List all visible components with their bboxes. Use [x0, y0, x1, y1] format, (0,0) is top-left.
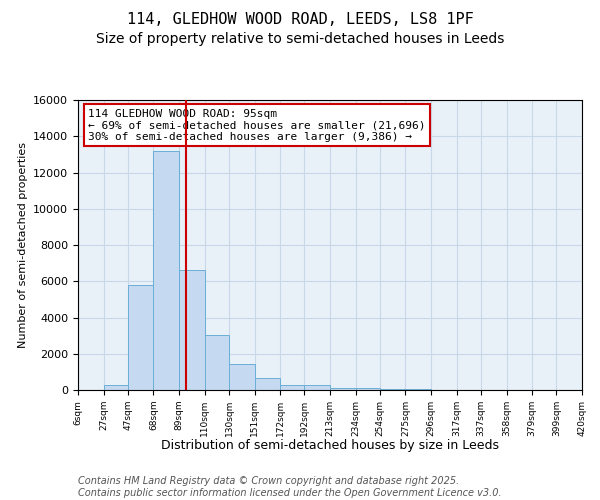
Text: 114 GLEDHOW WOOD ROAD: 95sqm
← 69% of semi-detached houses are smaller (21,696)
: 114 GLEDHOW WOOD ROAD: 95sqm ← 69% of se… — [88, 108, 425, 142]
Bar — [356, 388, 380, 390]
X-axis label: Distribution of semi-detached houses by size in Leeds: Distribution of semi-detached houses by … — [161, 439, 499, 452]
Text: 114, GLEDHOW WOOD ROAD, LEEDS, LS8 1PF: 114, GLEDHOW WOOD ROAD, LEEDS, LS8 1PF — [127, 12, 473, 28]
Bar — [406, 389, 431, 390]
Bar — [104, 384, 128, 390]
Text: Size of property relative to semi-detached houses in Leeds: Size of property relative to semi-detach… — [96, 32, 504, 46]
Bar — [229, 364, 254, 390]
Y-axis label: Number of semi-detached properties: Number of semi-detached properties — [17, 142, 28, 348]
Bar — [280, 384, 304, 390]
Bar — [380, 389, 406, 390]
Bar — [154, 151, 179, 390]
Bar — [254, 378, 280, 390]
Text: Contains HM Land Registry data © Crown copyright and database right 2025.
Contai: Contains HM Land Registry data © Crown c… — [78, 476, 502, 498]
Bar — [330, 388, 356, 390]
Bar — [304, 386, 330, 390]
Bar — [205, 334, 229, 390]
Bar — [179, 270, 205, 390]
Bar — [128, 285, 154, 390]
